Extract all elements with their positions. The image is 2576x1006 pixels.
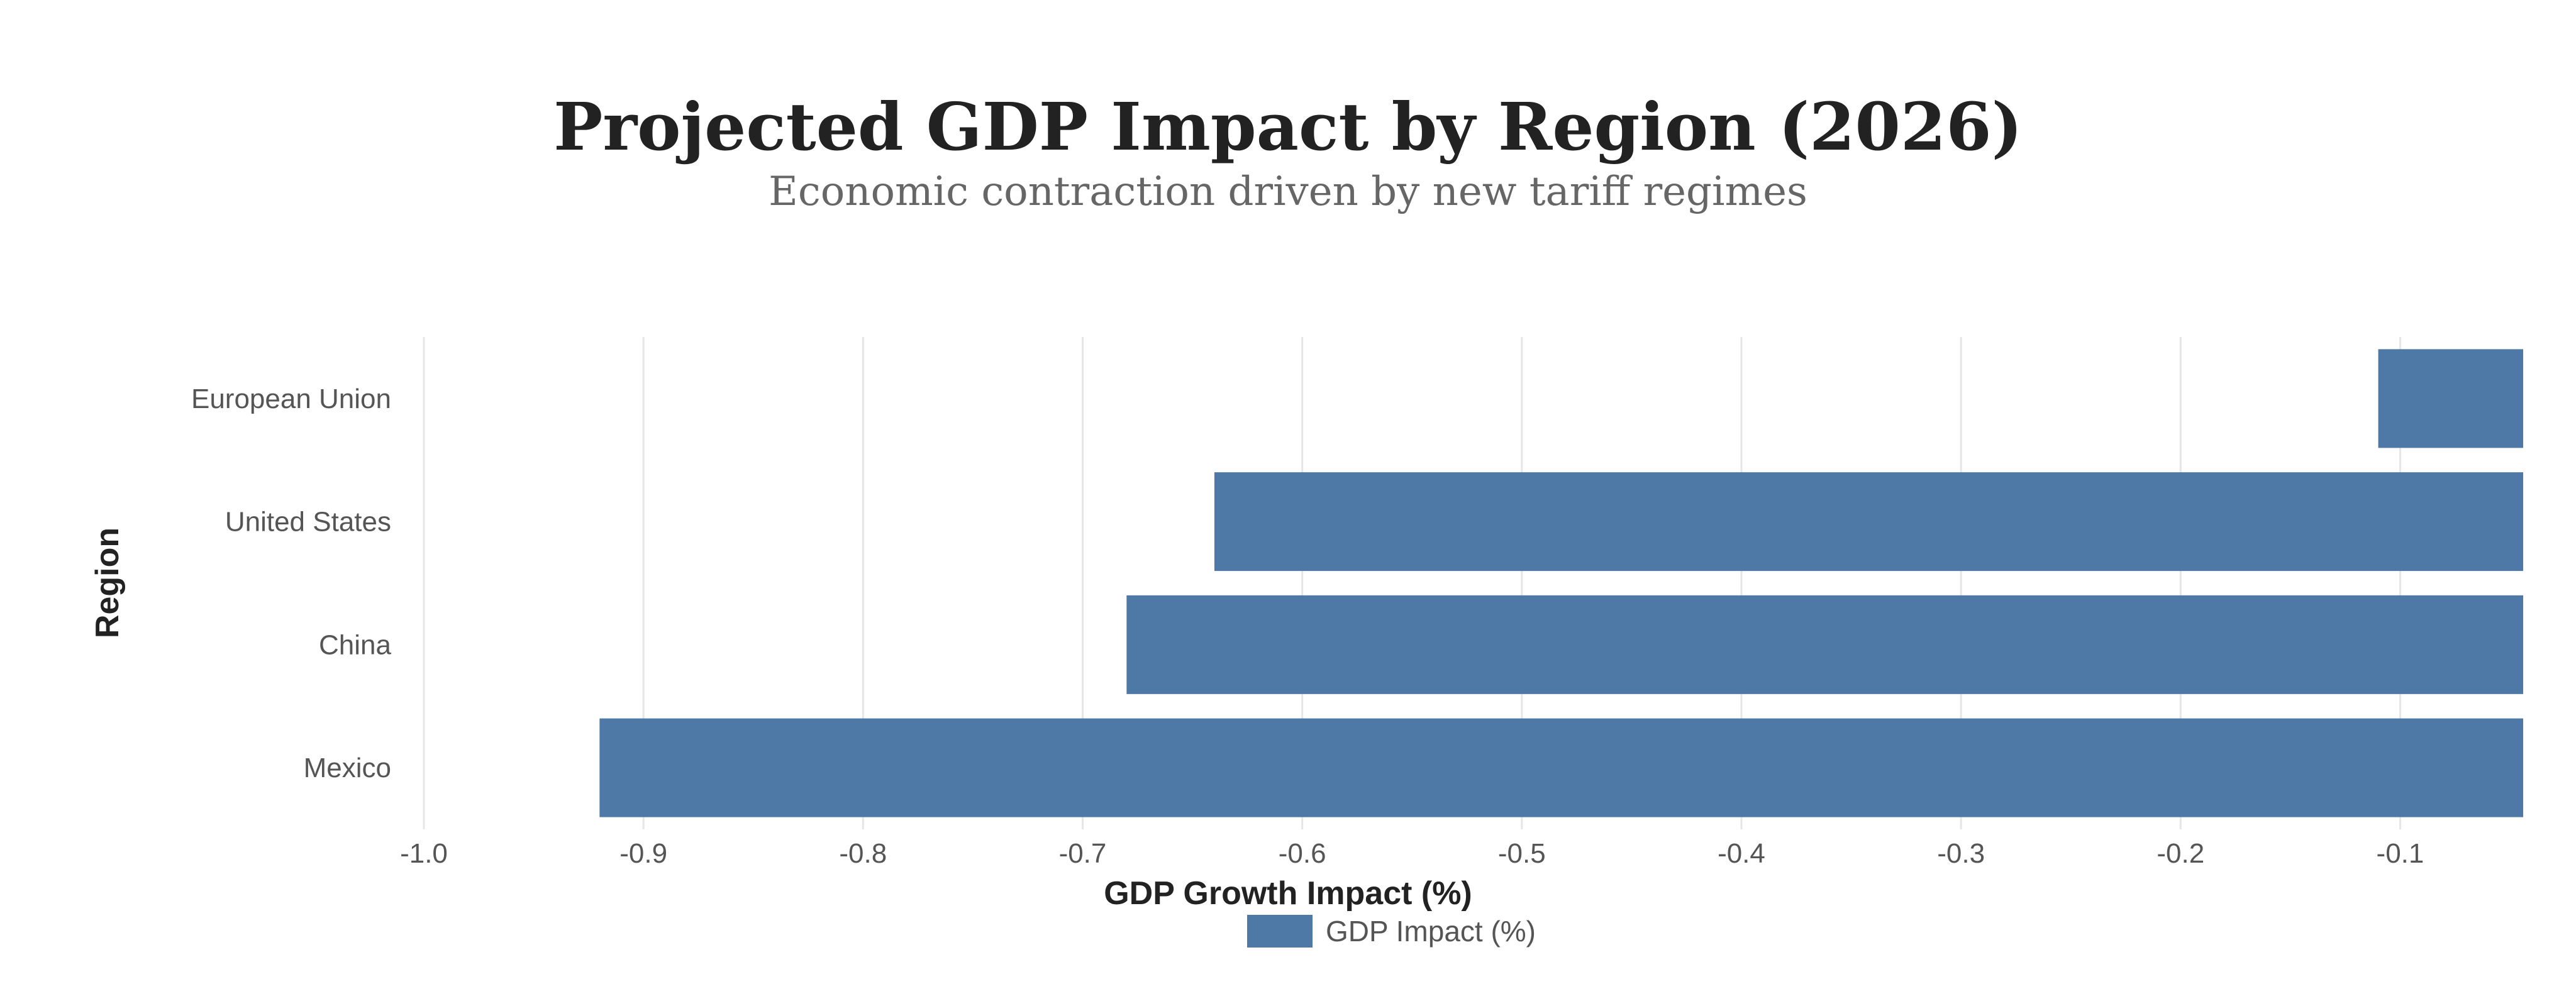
chart-subtitle: Economic contraction driven by new tarif… [769, 169, 1807, 215]
bar [599, 718, 2523, 817]
y-axis-title: Region [89, 528, 126, 638]
bar [1214, 472, 2524, 572]
x-tick-label: -0.9 [619, 838, 667, 869]
x-tick-label: -1.0 [400, 838, 448, 869]
x-tick-label: -0.7 [1059, 838, 1107, 869]
chart-title: Projected GDP Impact by Region (2026) [553, 88, 2023, 165]
x-tick-label: -0.1 [2377, 838, 2424, 869]
x-axis-title: GDP Growth Impact (%) [1104, 875, 1472, 912]
x-tick-label: -0.5 [1498, 838, 1546, 869]
bar [2378, 349, 2523, 448]
legend-label: GDP Impact (%) [1326, 915, 1536, 948]
x-tick-label: -0.4 [1718, 838, 1765, 869]
legend-swatch [1247, 915, 1313, 948]
x-tick-label: -0.3 [1937, 838, 1985, 869]
bar [1126, 595, 2523, 694]
y-tick-label: United States [225, 507, 391, 538]
y-tick-label: European Union [191, 384, 391, 414]
x-tick-label: -0.8 [839, 838, 887, 869]
y-tick-label: Mexico [304, 753, 391, 783]
x-tick-label: -0.6 [1279, 838, 1326, 869]
y-tick-label: China [319, 629, 391, 660]
x-tick-label: -0.2 [2157, 838, 2204, 869]
